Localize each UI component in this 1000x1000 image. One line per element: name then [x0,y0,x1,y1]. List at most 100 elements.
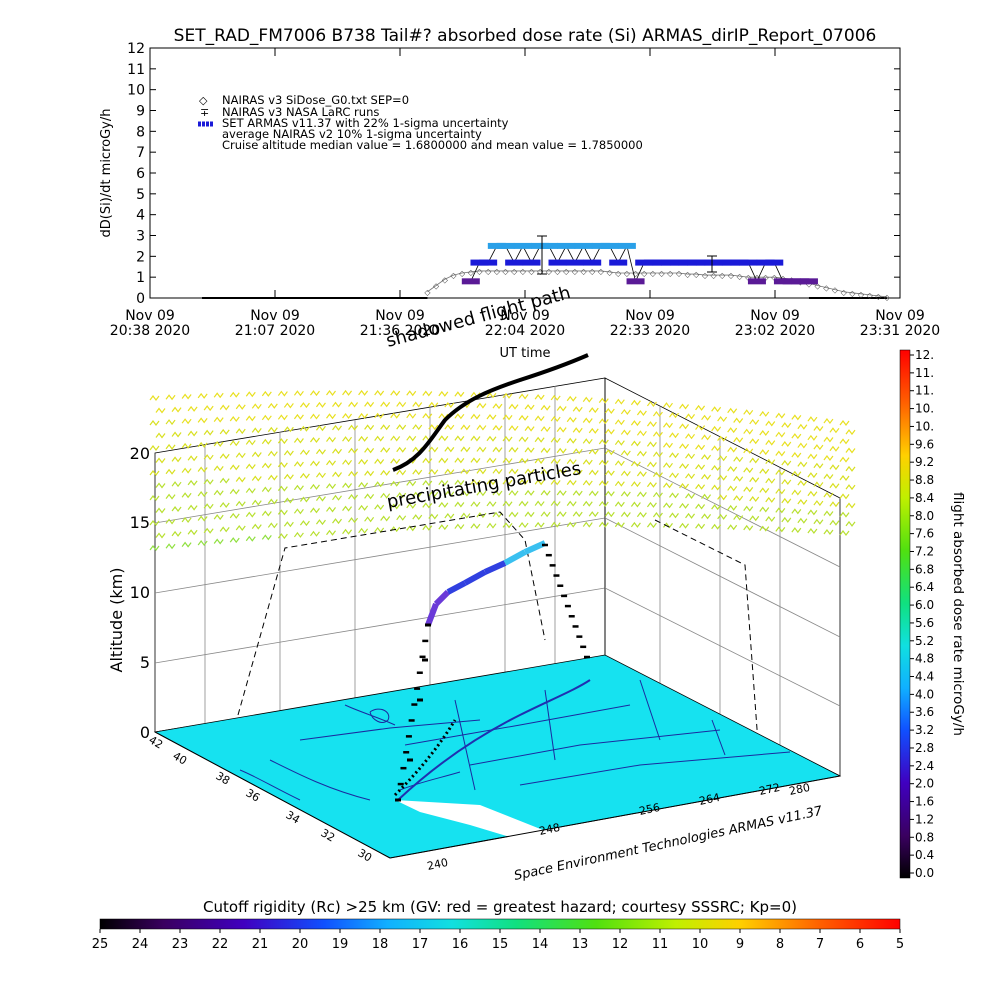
particle-mark [171,506,182,513]
particle-mark [813,462,824,469]
particle-mark [348,401,359,408]
particle-mark [807,434,818,441]
bottom-tick-label: 13 [572,937,589,952]
particle-mark [727,504,738,511]
particle-mark [502,392,513,399]
particle-mark [187,479,198,486]
particle-mark [181,393,192,400]
particle-mark [775,469,786,476]
particle-mark [695,424,706,431]
particle-mark [428,446,439,453]
armas-point [600,242,619,249]
particle-mark [636,430,647,437]
particle-mark [374,435,385,442]
bottom-tick-label: 25 [92,937,109,952]
armas-point [583,259,602,266]
particle-mark [711,523,722,530]
particle-mark [235,500,246,507]
right-tick-label: 12. [915,348,934,362]
armas-point [548,259,567,266]
particle-mark [759,506,770,513]
nairas-point: ◇ [589,267,596,276]
particle-mark [588,469,599,476]
particle-mark [679,403,690,410]
particle-mark [390,503,401,510]
particle-mark [717,513,728,520]
particle-mark [508,446,519,453]
particle-mark [390,480,401,487]
particle-mark [669,512,679,519]
particle-mark [845,429,856,436]
y-tick-label: 12 [127,41,145,57]
nairas-point: ◇ [711,271,718,280]
particle-mark [829,427,840,434]
particle-mark [540,447,551,454]
particle-mark [219,453,230,460]
nairas-point: ◇ [554,267,561,276]
particle-mark [679,502,690,509]
particle-mark [358,412,369,419]
particle-mark [213,441,224,448]
particle-mark [396,424,407,431]
particle-mark [598,459,609,466]
particle-mark [614,521,625,528]
longitude-axis: 240 248 256 264 272 280 [389,775,841,873]
particle-mark [759,430,770,437]
particle-mark [315,401,326,408]
particle-mark [309,483,320,490]
particle-mark [171,406,182,413]
particle-mark [765,516,776,523]
particle-mark [717,435,728,442]
particle-mark [235,524,246,531]
legend-entry-armas: SET ARMAS v11.37 with 22% 1-sigma uncert… [222,116,509,130]
x-tick-time: 20:38 2020 [110,323,190,339]
particle-mark [701,513,712,520]
particle-mark [540,426,551,433]
particle-mark [390,412,401,419]
x-tick-date: Nov 09 [875,308,925,324]
y-tick-label: 7 [136,145,145,161]
nairas-point: ◇ [546,267,553,276]
particle-mark [486,522,497,529]
particle-mark [630,521,641,528]
particle-mark [685,453,696,460]
particle-mark [508,403,519,410]
particle-mark [492,468,503,475]
particle-mark [251,427,262,434]
particle-mark [652,512,663,519]
bottom-tick-label: 5 [896,937,904,952]
armas-point [461,278,480,285]
particle-mark [277,485,288,492]
nairas-point: ◇ [476,267,483,276]
particle-mark [261,438,272,445]
bottom-tick-label: 9 [736,937,744,952]
particle-mark [775,507,786,514]
particle-mark [566,521,577,528]
particle-mark [743,486,754,493]
nairas-point: ◇ [719,271,726,280]
particle-mark [428,468,439,475]
particle-mark [197,441,208,448]
particle-mark [309,530,320,537]
particle-mark [476,468,487,475]
particle-mark [358,458,369,465]
floor-map [153,654,842,859]
particle-mark [470,435,481,442]
particle-mark [663,482,673,489]
particle-mark [743,505,754,512]
z-tick-0: 0 [140,723,150,742]
particle-mark [348,424,359,431]
particle-mark [213,489,224,496]
x-tick-time: 21:07 2020 [235,323,315,339]
bottom-tick-label: 18 [372,937,389,952]
right-tick-label: 3.6 [915,705,934,719]
particle-mark [797,461,808,468]
particle-mark [807,472,818,479]
altitude-axis: 0 5 10 15 20 [130,444,150,742]
legend-symbol-diamond: ◇ [199,94,208,107]
particle-mark [213,392,224,399]
lat-tick-36: 36 [244,786,263,804]
particle-mark [261,414,272,421]
particle-mark [245,391,256,398]
particle-mark [422,524,433,531]
